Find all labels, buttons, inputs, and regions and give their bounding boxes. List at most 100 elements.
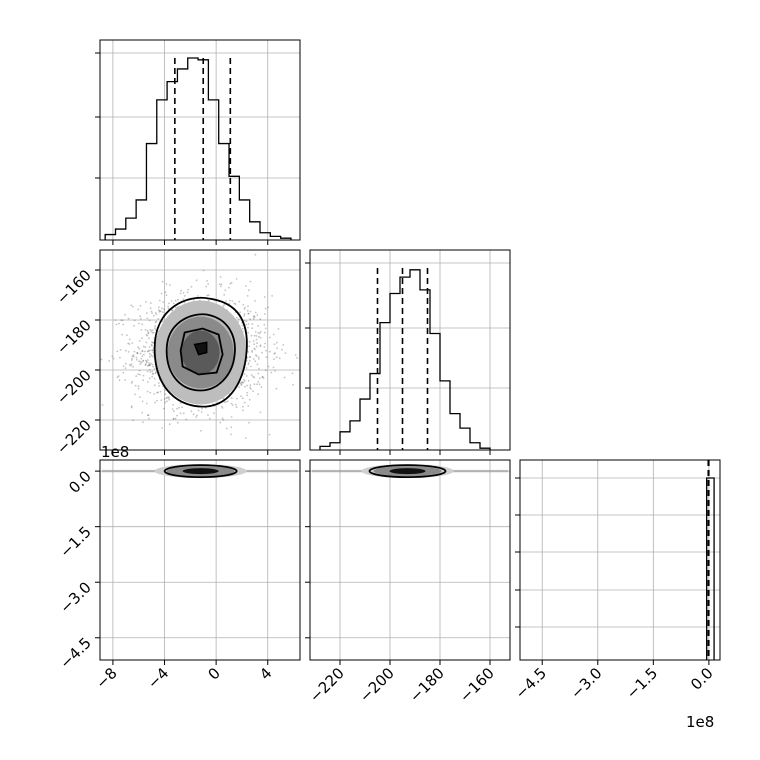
scatter-point (275, 387, 278, 390)
scatter-point (255, 335, 258, 337)
scatter-point (124, 313, 126, 316)
scatter-point (251, 323, 254, 325)
scatter-point (253, 347, 256, 350)
scatter-point (252, 358, 255, 360)
scatter-point (148, 417, 150, 420)
scatter-point (272, 333, 275, 336)
scatter-point (177, 298, 179, 301)
y-tick-label: −1.5 (56, 523, 94, 561)
scatter-point (223, 293, 226, 296)
panel-hist-param1 (95, 39, 301, 245)
contour-inner (179, 327, 224, 376)
scatter-point (205, 285, 208, 288)
scatter-point (140, 357, 143, 360)
scatter-point (108, 360, 111, 362)
scatter-point (137, 346, 140, 349)
contour-middle (165, 313, 236, 392)
scatter-point (152, 341, 154, 344)
scatter-point (130, 406, 133, 409)
scatter-point (126, 334, 128, 337)
panel-joint-param1-param3: −8 −4 0 4 0.0 −1.5 −3.0 −4.5 (56, 459, 301, 692)
scatter-point (250, 334, 253, 337)
scatter-point (257, 381, 260, 383)
scatter-point (166, 396, 169, 399)
scatter-point (173, 417, 175, 420)
scatter-point (238, 300, 241, 303)
scatter-point (127, 351, 130, 353)
scatter-point (124, 349, 127, 352)
scatter-point (259, 336, 262, 339)
scatter-point (133, 319, 136, 322)
scatter-point (230, 426, 233, 429)
scatter-point (243, 313, 246, 316)
scatter-point (206, 280, 209, 282)
scatter-point (224, 289, 227, 292)
scatter-point (223, 303, 226, 306)
scatter-point (196, 414, 199, 417)
scatter-point (147, 381, 149, 383)
scatter-point (146, 370, 149, 373)
scatter-point (160, 399, 163, 401)
y-tick-label: −160 (53, 266, 95, 308)
scatter-point (138, 347, 141, 350)
scatter-point (122, 365, 125, 367)
scatter-point (255, 355, 258, 357)
scatter-point (220, 405, 223, 408)
scatter-point (114, 319, 117, 321)
scatter-point (151, 348, 154, 351)
scatter-point (243, 308, 246, 310)
scatter-point (179, 292, 182, 295)
scatter-point (254, 253, 257, 256)
scatter-point (267, 306, 270, 309)
scatter-point (137, 385, 140, 388)
scatter-point (243, 401, 246, 404)
scatter-point (165, 283, 168, 285)
scatter-point (159, 310, 161, 312)
scatter-point (142, 360, 144, 362)
scatter-point (118, 379, 121, 382)
scatter-point (249, 310, 252, 313)
scatter-point (222, 305, 225, 307)
scatter-point (147, 364, 150, 367)
scatter-point (128, 338, 131, 341)
scatter-point (269, 350, 271, 353)
scatter-point (130, 382, 133, 384)
scatter-point (235, 316, 238, 319)
scatter-point (234, 303, 237, 305)
scatter-point (149, 371, 152, 373)
scatter-point (219, 421, 222, 424)
scatter-point (263, 346, 266, 348)
scatter-point (167, 305, 170, 308)
scatter-point (133, 350, 136, 353)
scatter-point (124, 379, 126, 381)
scatter-point (172, 302, 175, 305)
scatter-point (176, 421, 179, 424)
scatter-point (183, 295, 186, 297)
scatter-point (250, 365, 252, 368)
scatter-point (148, 377, 151, 380)
scatter-point (221, 417, 224, 420)
scatter-point (242, 381, 245, 384)
scatter-point (259, 345, 262, 348)
scatter-point (174, 417, 177, 420)
scatter-point (281, 348, 283, 351)
scatter-point (239, 311, 242, 314)
scatter-point (256, 314, 259, 316)
scatter-point (200, 411, 203, 413)
scatter-point (243, 380, 246, 382)
contour-core (389, 468, 426, 475)
scatter-point (253, 383, 256, 386)
scatter-point (153, 367, 156, 370)
scatter-point (161, 280, 164, 283)
scatter-point (117, 375, 120, 377)
scatter-point (249, 318, 252, 321)
scatter-point (138, 340, 141, 342)
scatter-point (261, 351, 263, 354)
scatter-point (143, 353, 145, 356)
scatter-point (260, 386, 263, 389)
scatter-point (163, 308, 165, 311)
scatter-point (222, 419, 225, 421)
scatter-point (248, 340, 251, 343)
scatter-point (240, 395, 242, 397)
scatter-point (176, 407, 178, 410)
